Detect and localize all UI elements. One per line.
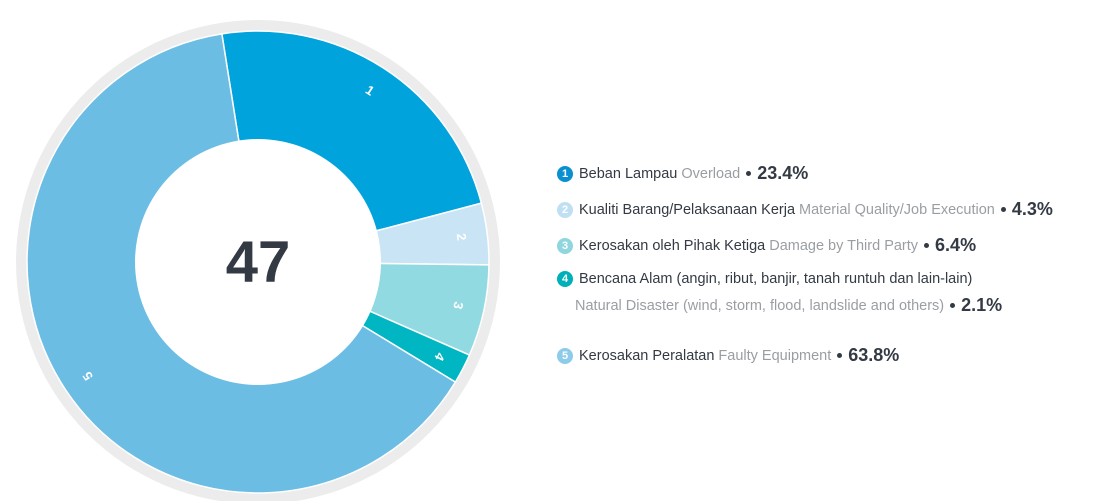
separator-dot (950, 303, 956, 308)
separator-dot (924, 243, 930, 248)
legend-item-continued: Natural Disaster (wind, storm, flood, la… (575, 295, 1002, 316)
legend-value: 23.4% (757, 163, 809, 183)
legend-value: 2.1% (961, 295, 1003, 315)
legend-name: Beban Lampau (579, 165, 678, 182)
legend-value: 4.3% (1011, 199, 1053, 219)
slice-label: 2 (454, 232, 470, 241)
legend-marker: 1 (557, 165, 573, 182)
legend-item: 4 Bencana Alam (angin, ribut, banjir, tan… (557, 271, 972, 287)
legend-name: Kerosakan Peralatan (579, 347, 715, 364)
legend-item: 2 Kualiti Barang/Pelaksanaan Kerja Materia… (557, 199, 1053, 220)
legend-name-en: Overload (681, 165, 741, 182)
legend-name-en: Damage by Third Party (769, 237, 919, 254)
legend-name: Bencana Alam (angin, ribut, banjir, tana… (579, 271, 973, 287)
legend-value: 63.8% (848, 345, 900, 365)
legend-name: Kerosakan oleh Pihak Ketiga (579, 237, 766, 254)
legend-name-en: Material Quality/Job Execution (799, 201, 995, 218)
legend-name-en: Natural Disaster (wind, storm, flood, la… (575, 297, 945, 314)
legend-item: 1 Beban Lampau Overload 23.4% (557, 163, 808, 184)
legend-name: Kualiti Barang/Pelaksanaan Kerja (579, 201, 796, 218)
legend-item: 5 Kerosakan Peralatan Faulty Equipment 63.8… (557, 345, 899, 366)
legend: 1 Beban Lampau Overload 23.4% 2 Kualiti Baran… (557, 0, 1104, 501)
legend-name-en: Faulty Equipment (718, 347, 832, 364)
legend-marker: 3 (557, 237, 573, 254)
legend-marker: 2 (557, 201, 573, 218)
separator-dot (746, 171, 752, 176)
legend-marker: 5 (557, 347, 573, 364)
separator-dot (837, 353, 843, 358)
legend-value: 6.4% (935, 235, 977, 255)
slice-label: 3 (450, 300, 466, 310)
separator-dot (1000, 207, 1006, 212)
center-label: 47 (226, 230, 291, 295)
legend-item: 3 Kerosakan oleh Pihak Ketiga Damage by Th… (557, 235, 976, 256)
legend-marker: 4 (557, 271, 573, 287)
hole (135, 139, 381, 385)
